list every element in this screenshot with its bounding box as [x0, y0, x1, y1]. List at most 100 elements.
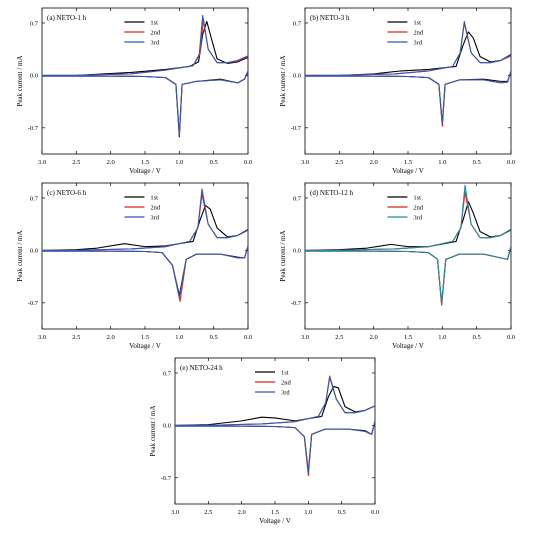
- y-axis-label: Peak current / mA: [279, 230, 287, 281]
- legend-label-2nd: 2nd: [413, 30, 424, 37]
- x-tick-label: 0.5: [338, 509, 346, 516]
- x-axis-label: Voltage / V: [259, 517, 291, 525]
- y-tick-label: -0.7: [291, 125, 302, 132]
- y-axis-label: Peak current / mA: [149, 405, 157, 456]
- y-tick-label: 0.0: [30, 248, 38, 255]
- x-tick-label: 0.5: [473, 159, 481, 166]
- y-tick-label: 0.0: [30, 73, 38, 80]
- x-tick-label: 1.5: [404, 334, 412, 341]
- cv-panel-3: 3.0 2.5 2.0 1.5 1.0 0.5 0.0 0.7 0.0 -0.7 Voltage /…: [279, 182, 515, 350]
- cv-panel-2: 3.0 2.5 2.0 1.5 1.0 0.5 0.0 0.7 0.0 -0.7 Voltage /…: [16, 182, 252, 350]
- legend-label-3rd: 3rd: [413, 215, 422, 222]
- y-tick-label: 0.0: [293, 73, 301, 80]
- x-tick-label: 0.0: [244, 334, 252, 341]
- legend-label-3rd: 3rd: [150, 40, 159, 47]
- x-tick-label: 0.0: [507, 159, 515, 166]
- series-line-3rd: [175, 376, 375, 473]
- legend-label-2nd: 2nd: [281, 380, 292, 387]
- series-line-1st: [305, 31, 511, 125]
- legend-label-3rd: 3rd: [281, 390, 290, 397]
- legend-label-1st: 1st: [150, 195, 158, 202]
- panel-title: (e) NETO-24 h: [180, 364, 223, 372]
- y-tick-label: -0.7: [28, 300, 39, 307]
- y-tick-label: -0.7: [28, 125, 39, 132]
- x-tick-label: 1.5: [271, 509, 279, 516]
- y-axis-label: Peak current / mA: [279, 55, 287, 106]
- x-tick-label: 1.0: [438, 334, 446, 341]
- plot-frame: [174, 357, 376, 505]
- y-tick-label: 0.7: [293, 195, 302, 202]
- series-line-1st: [305, 201, 511, 305]
- y-tick-label: 0.0: [163, 423, 171, 430]
- x-tick-label: 0.0: [371, 509, 379, 516]
- x-axis-label: Voltage / V: [392, 342, 424, 350]
- legend-label-2nd: 2nd: [413, 205, 424, 212]
- y-axis-label: Peak current / mA: [16, 230, 24, 281]
- legend-label-2nd: 2nd: [150, 205, 161, 212]
- x-tick-label: 3.0: [171, 509, 179, 516]
- legend-label-1st: 1st: [413, 20, 421, 27]
- x-tick-label: 2.5: [72, 334, 80, 341]
- series-line-3rd: [42, 14, 248, 135]
- plot-frame: [304, 7, 512, 155]
- series-line-2nd: [42, 18, 248, 136]
- x-axis-label: Voltage / V: [129, 167, 161, 175]
- x-tick-label: 1.0: [438, 159, 446, 166]
- x-tick-label: 3.0: [38, 159, 46, 166]
- series-line-2nd: [305, 22, 511, 127]
- x-tick-label: 2.5: [72, 159, 80, 166]
- y-tick-label: 0.7: [30, 20, 39, 27]
- x-tick-label: 0.5: [473, 334, 481, 341]
- x-tick-label: 2.0: [370, 159, 378, 166]
- panel-title: (d) NETO-12 h: [310, 189, 354, 197]
- x-tick-label: 3.0: [38, 334, 46, 341]
- x-axis-label: Voltage / V: [392, 167, 424, 175]
- panel-title: (c) NETO-6 h: [47, 189, 87, 197]
- legend-label-3rd: 3rd: [413, 40, 422, 47]
- plot-frame: [41, 182, 249, 330]
- y-axis-label: Peak current / mA: [16, 55, 24, 106]
- x-tick-label: 1.0: [175, 159, 183, 166]
- cv-panel-0: 3.0 2.5 2.0 1.5 1.0 0.5 0.0 0.7 0.0 -0.7 Voltage /…: [16, 7, 252, 175]
- x-axis-label: Voltage / V: [129, 342, 161, 350]
- x-tick-label: 2.0: [107, 334, 115, 341]
- x-tick-label: 1.5: [404, 159, 412, 166]
- x-tick-label: 2.0: [107, 159, 115, 166]
- y-tick-label: 0.7: [293, 20, 302, 27]
- y-tick-label: 0.7: [163, 370, 172, 377]
- x-tick-label: 1.5: [141, 159, 149, 166]
- y-tick-label: -0.7: [161, 475, 172, 482]
- panel-title: (a) NETO-1 h: [47, 14, 87, 22]
- x-tick-label: 0.0: [507, 334, 515, 341]
- x-tick-label: 1.5: [141, 334, 149, 341]
- y-tick-label: 0.0: [293, 248, 301, 255]
- legend-label-1st: 1st: [281, 370, 289, 377]
- cv-panel-4: 3.0 2.5 2.0 1.5 1.0 0.5 0.0 0.7 0.0 -0.7 Voltage /…: [149, 357, 379, 525]
- x-tick-label: 0.5: [210, 334, 218, 341]
- series-line-3rd: [305, 184, 511, 304]
- panel-title: (b) NETO-3 h: [310, 14, 350, 22]
- series-line-3rd: [305, 20, 511, 124]
- plot-frame: [41, 7, 249, 155]
- x-tick-label: 1.0: [304, 509, 312, 516]
- legend-label-1st: 1st: [150, 20, 158, 27]
- x-tick-label: 1.0: [175, 334, 183, 341]
- x-tick-label: 2.5: [335, 334, 343, 341]
- x-tick-label: 3.0: [301, 334, 309, 341]
- legend-label-2nd: 2nd: [150, 30, 161, 37]
- legend-label-3rd: 3rd: [150, 215, 159, 222]
- cv-panel-1: 3.0 2.5 2.0 1.5 1.0 0.5 0.0 0.7 0.0 -0.7 Voltage /…: [279, 7, 515, 175]
- y-tick-label: -0.7: [291, 300, 302, 307]
- plot-frame: [304, 182, 512, 330]
- x-tick-label: 2.5: [335, 159, 343, 166]
- x-tick-label: 2.5: [204, 509, 212, 516]
- series-line-1st: [42, 20, 248, 138]
- x-tick-label: 0.0: [244, 159, 252, 166]
- y-tick-label: 0.7: [30, 195, 39, 202]
- legend-label-1st: 1st: [413, 195, 421, 202]
- x-tick-label: 2.0: [238, 509, 246, 516]
- x-tick-label: 0.5: [210, 159, 218, 166]
- x-tick-label: 2.0: [370, 334, 378, 341]
- series-line-3rd: [42, 188, 248, 299]
- x-tick-label: 3.0: [301, 159, 309, 166]
